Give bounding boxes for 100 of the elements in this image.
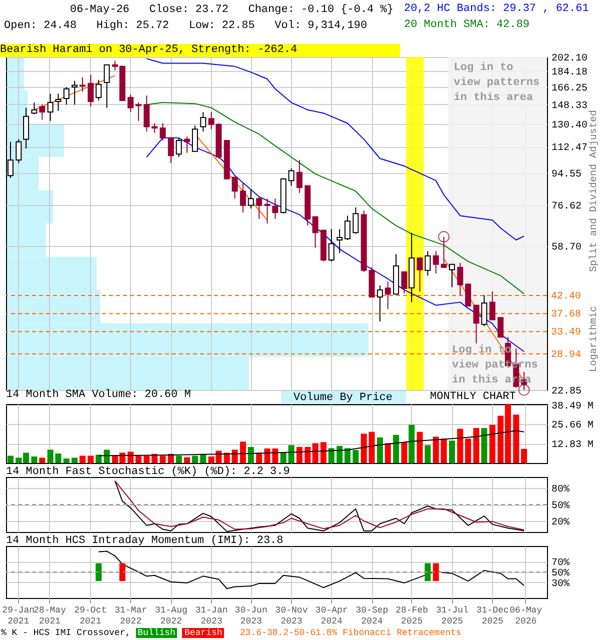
- y-tick-label: 112.47: [552, 143, 588, 154]
- x-tick-label: 31-Mar 2022: [114, 606, 147, 626]
- candlestick: [63, 86, 70, 106]
- y-tick-label: 76.62: [552, 202, 582, 213]
- bar: [352, 450, 359, 463]
- ref-line-label: 33.49: [551, 328, 582, 339]
- candlestick: [376, 284, 383, 322]
- bar: [135, 456, 142, 463]
- y-tick-label: 130.40: [552, 120, 588, 132]
- bar: [513, 414, 520, 463]
- x-tick-label: 29-Oct 2021: [74, 606, 107, 626]
- bar: [104, 450, 110, 463]
- candlestick: [240, 182, 246, 214]
- bar: [184, 457, 190, 463]
- candlestick: [39, 104, 46, 120]
- bar: [489, 424, 496, 463]
- x-tick-label: 31-Jan 2023: [195, 606, 228, 626]
- candlestick: [192, 125, 198, 152]
- y-tick-label: 50%: [552, 568, 570, 580]
- bar: [240, 442, 246, 463]
- x-tick-label: 30-Sep 2024: [356, 606, 388, 626]
- line-series: [98, 550, 525, 590]
- bar: [465, 438, 472, 463]
- bar: [481, 428, 488, 463]
- candlestick: [465, 284, 472, 306]
- bar: [288, 445, 294, 463]
- bar: [88, 456, 94, 463]
- candlestick: [135, 102, 142, 122]
- bar: [256, 452, 262, 463]
- candlestick: [352, 206, 359, 234]
- x-tick-label: 30-Jun 2023: [234, 606, 268, 626]
- bar: [232, 450, 238, 463]
- chart-title: 14 Month SMA Volume: 20.60 M: [6, 388, 191, 401]
- candlestick: [144, 95, 150, 132]
- y-tick-label: 25.66 M: [552, 420, 594, 432]
- y-tick-label: 94.55: [552, 170, 582, 181]
- y-tick-label: 184.18: [552, 68, 588, 79]
- y-tick-label: 20%: [552, 518, 570, 528]
- bar: [7, 456, 14, 463]
- candlestick: [80, 76, 86, 92]
- chart-subtitle: Open: 24.48 High: 25.72 Low: 22.85 Vol: 9,314,190: [4, 20, 368, 33]
- candlestick: [457, 262, 464, 296]
- text: 20,2 HC Bands: 29.37 , 62.61: [404, 3, 589, 16]
- candlestick: [432, 250, 439, 274]
- bar: [457, 428, 464, 463]
- x-tick-label: 31-Dec 2025: [476, 606, 509, 626]
- bar: [416, 432, 423, 463]
- bar: [432, 436, 439, 463]
- bar: [360, 434, 367, 463]
- bar: [473, 428, 480, 463]
- bar: [384, 443, 391, 463]
- candlestick: [47, 93, 54, 122]
- bar: [31, 456, 38, 463]
- x-tick-label: 28-May 2021: [34, 606, 67, 626]
- y-tick-label: 166.25: [552, 83, 588, 94]
- candlestick: [272, 198, 278, 220]
- bar: [128, 452, 134, 463]
- candlestick: [200, 111, 206, 132]
- candlestick: [31, 102, 38, 115]
- x-tick-label: 30-Apr 2024: [315, 606, 348, 626]
- candlestick: [498, 317, 504, 338]
- candlestick: [232, 176, 238, 200]
- candlestick: [481, 294, 488, 327]
- candlestick: [336, 228, 343, 254]
- x-tick-label: 31-Aug 2022: [154, 606, 188, 626]
- bar: [160, 456, 166, 463]
- candlestick: [248, 188, 254, 209]
- candlestick: [489, 290, 496, 320]
- candlestick: [104, 64, 110, 108]
- bar: [320, 442, 326, 463]
- bar: [63, 458, 70, 463]
- text: Logarithmic: [589, 306, 600, 372]
- bar: [296, 446, 302, 463]
- y-tick-label: 70%: [552, 558, 570, 570]
- bar: [312, 443, 318, 463]
- candlestick: [88, 74, 94, 108]
- bar: [424, 445, 431, 463]
- bar: [336, 446, 343, 463]
- x-tick-label: 28-Feb 2025: [396, 606, 428, 626]
- bar: [176, 456, 182, 463]
- bar: [521, 448, 528, 463]
- candlestick: [416, 258, 423, 292]
- text: 23.6-38.2-50-61.8% Fibonacci Retracements: [240, 628, 462, 639]
- legend-title: % K - HCS IMI Crossover,: [1, 628, 131, 638]
- bar: [401, 442, 408, 463]
- candlestick: [128, 94, 134, 112]
- candlestick: [448, 264, 455, 288]
- candlestick: [72, 80, 78, 106]
- y-tick-label: 22.85: [552, 386, 582, 398]
- candlestick: [96, 79, 102, 102]
- text: Volume By Price: [293, 392, 393, 404]
- line-series: [98, 430, 525, 456]
- x-tick-label: 06-May 2026: [510, 606, 543, 626]
- chart-title: 14 Month Fast Stochastic (%K) (%D): 2.2 3.9: [6, 466, 290, 478]
- text: Bullish: [136, 628, 178, 638]
- bar: [248, 446, 254, 463]
- ref-line-label: 37.68: [551, 310, 582, 321]
- bar: [344, 448, 350, 463]
- candlestick: [473, 304, 480, 344]
- ref-line-label: 28.94: [551, 350, 582, 361]
